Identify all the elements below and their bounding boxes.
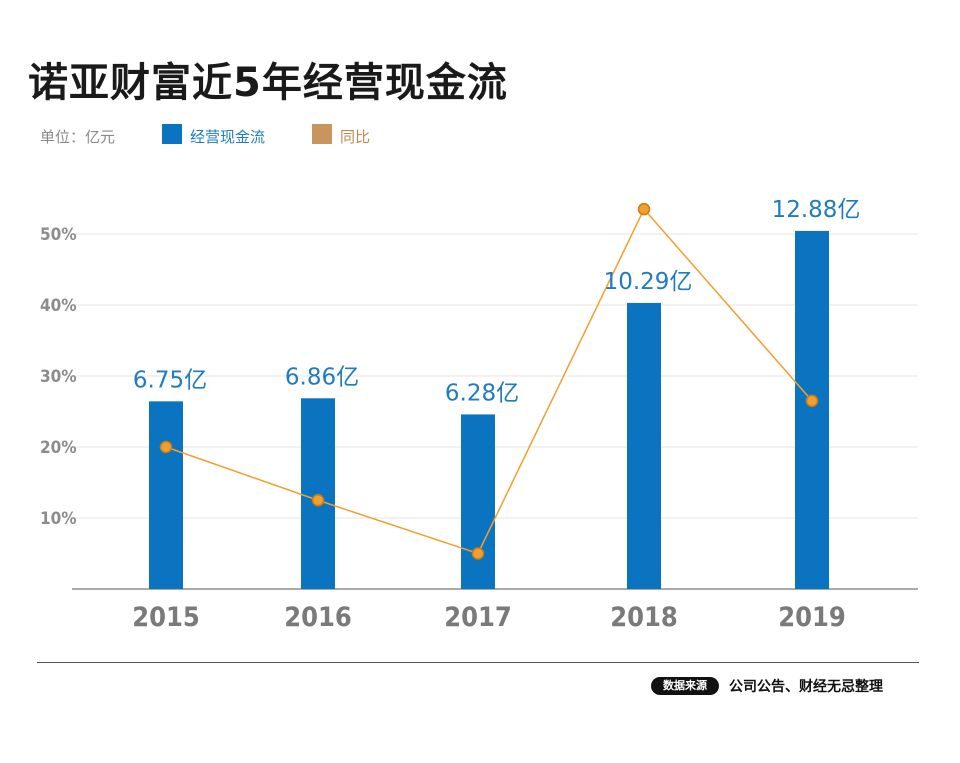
bar-value-label: 12.88亿 — [772, 197, 861, 223]
x-tick-label: 2015 — [132, 602, 200, 633]
x-tick-label: 2019 — [778, 602, 846, 633]
unit-label: 单位：亿元 — [40, 128, 116, 146]
chart-title: 诺亚财富近5年经营现金流 — [28, 60, 508, 106]
bar-2018 — [627, 302, 661, 589]
y-tick-label: 30% — [40, 367, 77, 387]
bar-2019 — [795, 230, 829, 589]
legend-bar-label: 经营现金流 — [190, 128, 266, 146]
legend-bar-swatch — [162, 124, 182, 144]
bar-value-label: 6.28亿 — [445, 380, 519, 406]
legend-line-swatch — [312, 124, 332, 144]
y-tick-label: 50% — [40, 225, 77, 245]
yoy-point-2019 — [805, 394, 819, 408]
x-tick-label: 2016 — [284, 602, 352, 633]
bar-value-label: 6.75亿 — [133, 367, 207, 393]
x-tick-label: 2018 — [610, 602, 678, 633]
yoy-point-2018 — [637, 202, 651, 216]
yoy-point-2016 — [311, 494, 325, 507]
bar-2015 — [149, 401, 183, 589]
y-tick-label: 10% — [40, 509, 77, 529]
source-text: 公司公告、财经无忌整理 — [729, 679, 883, 695]
footer-divider — [37, 662, 919, 663]
yoy-point-2015 — [159, 440, 173, 454]
bar-2016 — [301, 398, 335, 589]
y-tick-label: 20% — [40, 438, 77, 458]
bar-2017 — [461, 414, 495, 589]
bar-value-label: 6.86亿 — [285, 364, 359, 390]
y-tick-label: 40% — [40, 296, 77, 316]
legend-line-label: 同比 — [340, 128, 371, 146]
bar-value-label: 10.29亿 — [604, 269, 693, 295]
x-tick-label: 2017 — [444, 602, 512, 633]
yoy-point-2017 — [471, 547, 485, 560]
source-badge: 数据来源 — [651, 677, 719, 695]
